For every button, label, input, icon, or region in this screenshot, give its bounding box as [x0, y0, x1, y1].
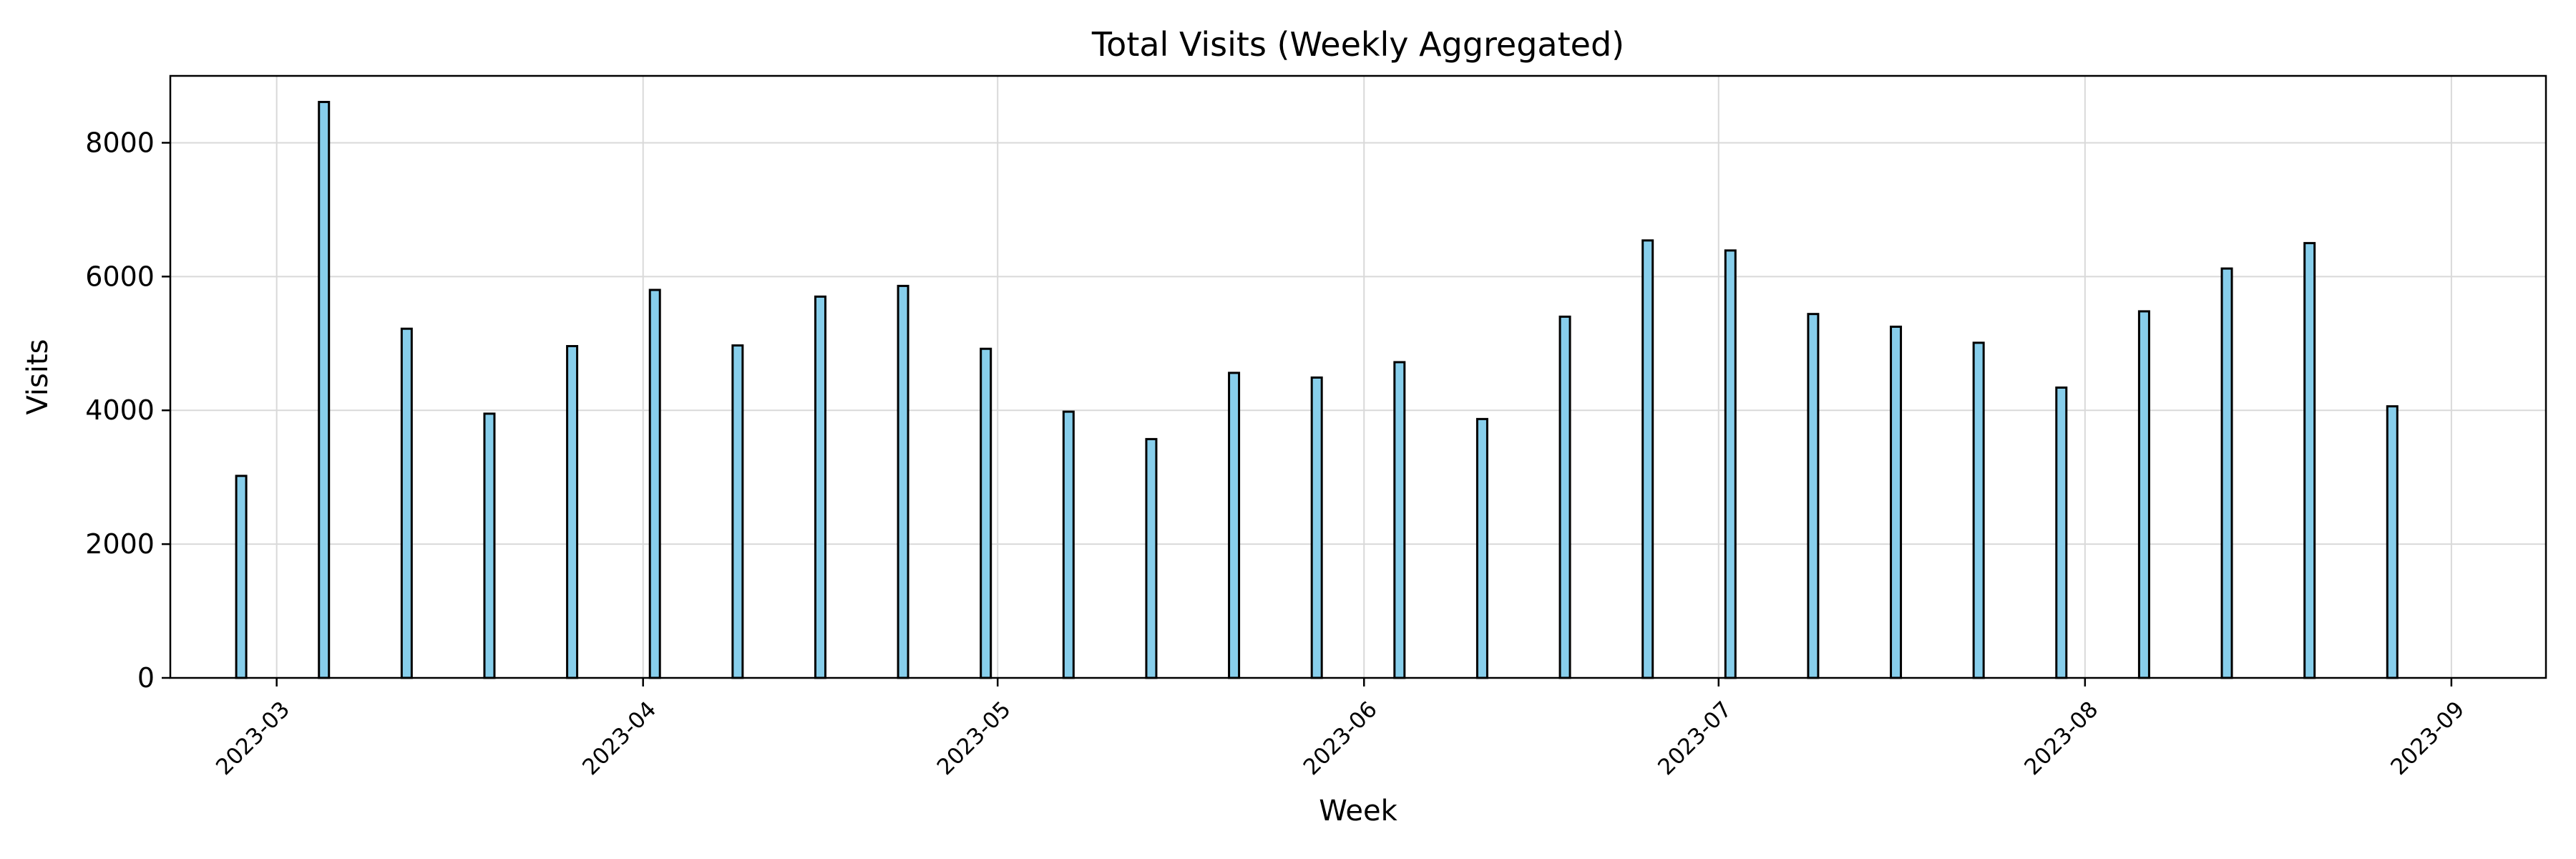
x-tick-label: 2023-03 [211, 697, 295, 780]
bars-layer [235, 100, 2399, 679]
bar [2055, 386, 2068, 679]
y-tick-label: 8000 [85, 127, 155, 158]
bar [483, 412, 496, 679]
x-tick-label: 2023-05 [932, 697, 1016, 780]
bar [1807, 313, 1820, 679]
bar [1062, 410, 1075, 679]
ticks-layer: 0 2000 4000 6000 8000 2023-03 2023-04 2023-05 20… [85, 127, 2469, 780]
bar [648, 288, 661, 679]
y-tick-label: 0 [137, 662, 155, 694]
y-tick-label: 4000 [85, 394, 155, 426]
grid-layer [170, 76, 2546, 679]
bar [1558, 315, 1571, 679]
bar [1228, 372, 1241, 679]
chart-title: Total Visits (Weekly Aggregated) [1091, 25, 1624, 64]
bar [1890, 325, 1903, 679]
plot-frame [169, 74, 2547, 679]
bar [1393, 361, 1406, 679]
bar [731, 344, 744, 679]
bar [1641, 239, 1654, 679]
x-tick-label: 2023-04 [577, 697, 661, 780]
bar [1475, 417, 1488, 679]
bar [980, 347, 992, 679]
bar [2220, 267, 2233, 679]
bar [897, 284, 909, 679]
bar [566, 345, 579, 679]
x-tick-label: 2023-09 [2386, 697, 2469, 780]
y-tick-label: 6000 [85, 261, 155, 292]
x-tick-label: 2023-07 [1653, 697, 1737, 780]
bar [1310, 376, 1323, 679]
y-axis-label: Visits [21, 339, 54, 414]
x-tick-label: 2023-06 [1299, 697, 1382, 780]
bar [235, 475, 248, 679]
bar [1145, 437, 1158, 679]
bar [2386, 405, 2399, 679]
x-tick-label: 2023-08 [2019, 697, 2103, 780]
bar [1972, 341, 1985, 679]
bar [1724, 249, 1737, 679]
y-tick-label: 2000 [85, 528, 155, 560]
bar [318, 100, 331, 679]
bar [814, 295, 826, 679]
bar [2303, 242, 2316, 679]
bar [400, 327, 413, 679]
x-axis-label: Week [1319, 795, 1397, 828]
bar [2137, 310, 2150, 679]
